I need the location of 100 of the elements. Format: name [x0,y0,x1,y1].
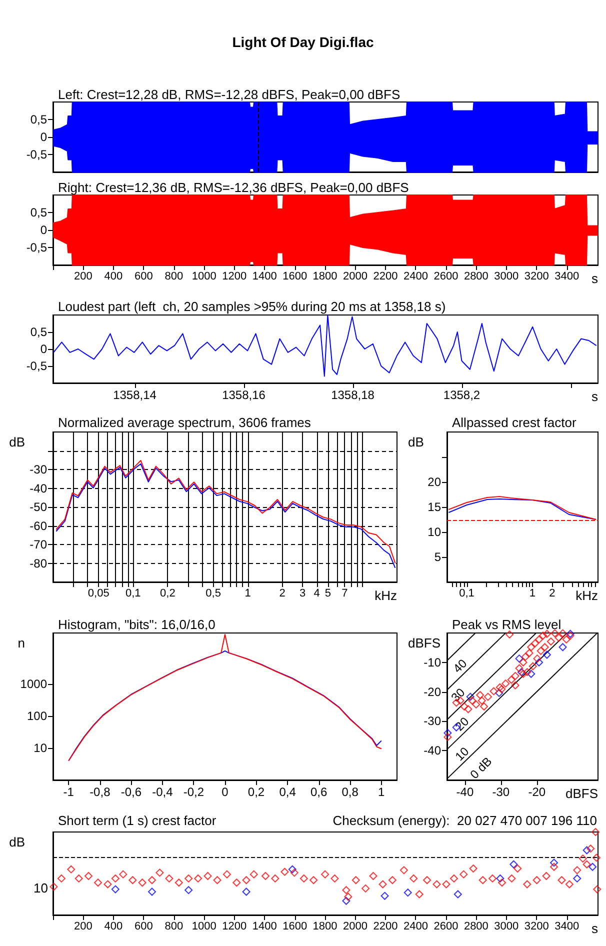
point [476,691,484,700]
y-tick-label: 0,5 [30,112,48,126]
y-tick-label: 1000 [20,677,48,692]
point [496,874,504,882]
point [546,638,555,646]
x-tick-label: 400 [104,920,123,932]
point [521,652,530,661]
point [478,696,486,705]
point [515,664,524,672]
y-tick-label: -60 [30,518,48,533]
x-tick-label: 1358,18 [331,388,375,402]
point [480,702,488,710]
x-tick-label: 1000 [192,270,216,282]
x-tick-label: -40 [456,785,474,799]
x-tick-label: 0,5 [206,588,221,600]
y-tick-label: -0,5 [26,359,48,373]
point [472,700,480,708]
x-tick-label: 200 [74,920,92,932]
point [468,696,476,705]
point [550,629,559,638]
x-tick-label: 2200 [373,270,398,282]
point [148,888,156,896]
y-tick-label: -10 [424,655,442,670]
point [242,888,250,896]
x-tick-label: 800 [164,920,184,932]
y-axis-title: dBFS [408,636,441,650]
chart-title: Histogram, "bits": 16,0/16,0 [58,617,216,632]
point [535,635,544,644]
point [558,629,567,638]
point [535,658,544,666]
y-tick-label: -0,5 [26,148,48,162]
x-tick-label: 200 [74,270,92,282]
x-tick-label: 1800 [312,270,338,282]
point [528,662,537,670]
x-tick-label: 3200 [524,920,549,932]
x-axis-title: s [592,271,598,286]
point [502,680,510,688]
x-axis-title: kHz [374,588,397,603]
x-tick-label: 7 [342,588,348,600]
annotation: 30 [448,685,468,705]
x-tick-label: 3000 [494,270,519,282]
x-axis-title: kHz [576,588,598,603]
x-tick-label: 800 [164,270,184,282]
point [527,670,536,678]
x-tick-label: 1400 [252,920,277,932]
x-tick-label: 0,1 [126,588,141,600]
point [533,654,542,663]
x-tick-label: 2600 [434,920,458,932]
x-tick-label: 2200 [373,920,398,932]
x-tick-label: 1 [244,588,251,600]
point [380,892,389,900]
x-tick-label: 0,2 [248,785,265,799]
y-tick-label: 0,5 [30,325,48,339]
point [466,692,474,701]
x-tick-label: 2800 [464,270,488,282]
point [511,672,520,680]
x-tick-label: 5 [324,588,332,600]
x-tick-label: 2400 [403,270,428,282]
x-tick-label: 2 [549,588,556,600]
point [460,702,468,710]
x-tick-label: 1600 [282,920,308,932]
y-tick-label: -30 [424,714,442,728]
point [550,858,558,867]
point [562,635,570,644]
point [542,630,551,638]
chart-subtitle: Checksum (energy): 20 027 470 007 196 110 [332,813,597,828]
point [554,634,563,642]
x-tick-label: 1600 [282,270,308,282]
x-tick-label: 2000 [343,270,368,282]
x-tick-label: 2600 [434,270,458,282]
annotation: 20 [452,714,472,734]
x-tick-label: 1200 [222,920,247,932]
x-tick-label: 3400 [554,270,580,282]
y-tick-label: 0 [40,223,48,237]
x-tick-label: 3400 [554,920,580,932]
point [484,692,492,701]
y-tick-label: 10 [34,741,48,756]
point [342,896,350,905]
x-tick-label: 1400 [252,270,277,282]
point [444,733,452,742]
x-tick-label: -0,8 [90,785,111,799]
x-tick-label: 2400 [403,920,428,932]
point [404,888,412,897]
point [506,630,514,638]
chart-title: Normalized average spectrum, 3606 frames [58,415,312,430]
point [515,654,524,663]
y-tick-label: -70 [30,538,48,552]
point [444,728,452,737]
point [454,890,462,898]
chart-title: Loudest part (left ch, 20 samples >95% during 20 ms at 1358,18 s) [58,299,446,314]
y-tick-label: 0 [40,342,48,356]
point [525,648,534,657]
x-tick-label: 0 [222,785,229,799]
y-tick-label: 100 [26,709,48,724]
y-tick-label: 10 [428,525,442,539]
y-tick-label: 0 [40,130,48,144]
x-tick-label: 0,8 [342,785,359,799]
x-tick-label: -0,2 [183,785,204,799]
x-tick-label: 1 [378,785,386,799]
point [588,862,597,871]
